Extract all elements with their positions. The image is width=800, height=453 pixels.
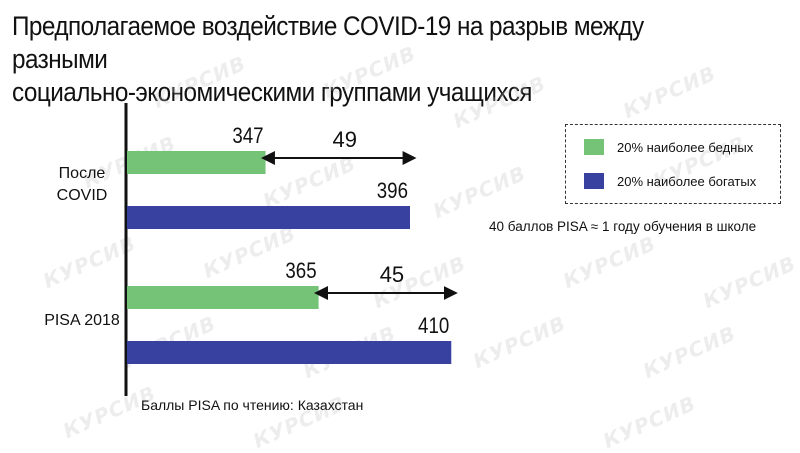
legend-label-poor: 20% наиболее бедных [617,139,754,155]
conversion-note: 40 баллов PISA ≈ 1 году обучения в школе [489,219,757,234]
bar-value-label: 396 [377,180,408,204]
bar-rich-1 [127,341,452,364]
legend-item-rich: 20% наиболее богатых [584,171,756,191]
gap-value-label: 45 [380,262,404,287]
chart-title: Предполагаемое воздействие COVID-19 на р… [12,10,714,109]
legend-label-rich: 20% наиболее богатых [617,173,757,189]
bar-value-label: 365 [285,260,316,284]
legend-swatch-rich [584,173,604,189]
category-label: После COVID [57,165,108,204]
legend-swatch-poor [584,139,604,155]
bar-chart: 347 396 49 После COVID 365 410 45 PISA 2018 [44,103,458,396]
gap-value-label: 49 [333,127,357,152]
source-note: Баллы PISA по чтению: Казахстан [141,397,364,413]
bar-poor-1 [127,286,319,309]
title-line-1: Предполагаемое воздействие COVID-19 на р… [12,11,644,74]
category-label: PISA 2018 [44,312,120,329]
bar-value-label: 347 [232,125,263,149]
bar-value-label: 410 [418,315,449,339]
title-line-2: социально-экономическими группами учащих… [12,77,532,107]
legend: 20% наиболее бедных 20% наиболее богатых [565,124,781,204]
bar-rich-0 [127,206,410,229]
bar-poor-0 [127,151,266,174]
legend-item-poor: 20% наиболее бедных [584,137,753,157]
